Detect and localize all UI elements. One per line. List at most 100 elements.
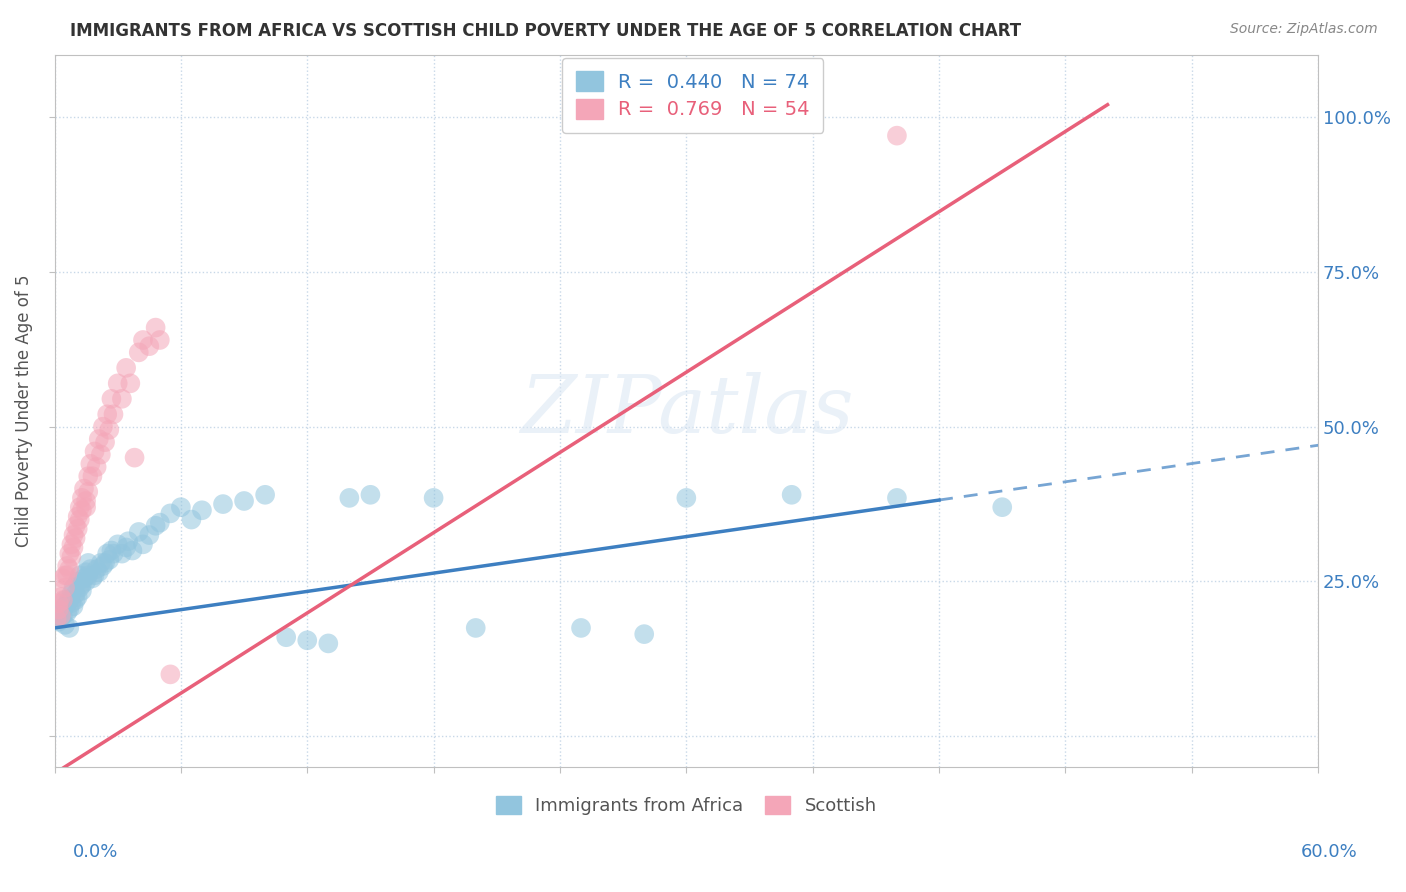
Point	[82, 571, 104, 585]
Point	[170, 500, 193, 515]
Point	[58, 593, 80, 607]
Point	[52, 593, 75, 607]
Point	[58, 547, 80, 561]
Point	[70, 503, 93, 517]
Point	[70, 491, 93, 505]
Point	[337, 491, 360, 505]
Point	[115, 360, 138, 375]
Point	[87, 432, 110, 446]
Point	[45, 612, 67, 626]
Point	[66, 509, 89, 524]
Point	[128, 524, 150, 539]
Point	[66, 574, 89, 589]
Point	[69, 512, 91, 526]
Point	[56, 596, 79, 610]
Point	[62, 541, 84, 555]
Point	[66, 522, 89, 536]
Point	[94, 435, 117, 450]
Point	[62, 528, 84, 542]
Point	[45, 606, 67, 620]
Point	[53, 617, 76, 632]
Point	[100, 392, 122, 406]
Point	[91, 559, 114, 574]
Point	[107, 537, 129, 551]
Point	[886, 128, 908, 143]
Point	[53, 581, 76, 595]
Point	[145, 518, 167, 533]
Point	[58, 602, 80, 616]
Point	[60, 587, 83, 601]
Point	[780, 488, 803, 502]
Point	[120, 376, 142, 391]
Point	[124, 450, 146, 465]
Point	[98, 553, 121, 567]
Point	[49, 612, 72, 626]
Point	[53, 599, 76, 614]
Point	[111, 547, 134, 561]
Text: IMMIGRANTS FROM AFRICA VS SCOTTISH CHILD POVERTY UNDER THE AGE OF 5 CORRELATION : IMMIGRANTS FROM AFRICA VS SCOTTISH CHILD…	[70, 22, 1021, 40]
Legend: Immigrants from Africa, Scottish: Immigrants from Africa, Scottish	[485, 785, 887, 826]
Point	[96, 407, 118, 421]
Point	[79, 562, 101, 576]
Y-axis label: Child Poverty Under the Age of 5: Child Poverty Under the Age of 5	[15, 275, 32, 548]
Point	[77, 469, 100, 483]
Point	[128, 345, 150, 359]
Point	[75, 500, 97, 515]
Point	[87, 565, 110, 579]
Point	[886, 491, 908, 505]
Point	[73, 482, 96, 496]
Point	[69, 500, 91, 515]
Point	[117, 534, 139, 549]
Point	[65, 587, 87, 601]
Point	[138, 528, 160, 542]
Point	[49, 606, 72, 620]
Point	[83, 568, 105, 582]
Point	[79, 457, 101, 471]
Point	[75, 574, 97, 589]
Point	[60, 537, 83, 551]
Point	[48, 602, 70, 616]
Point	[52, 602, 75, 616]
Point	[58, 621, 80, 635]
Point	[991, 500, 1014, 515]
Point	[149, 333, 172, 347]
Point	[69, 581, 91, 595]
Point	[83, 444, 105, 458]
Point	[48, 596, 70, 610]
Point	[100, 543, 122, 558]
Point	[70, 577, 93, 591]
Point	[94, 556, 117, 570]
Point	[75, 494, 97, 508]
Point	[180, 512, 202, 526]
Point	[359, 488, 381, 502]
Point	[86, 459, 108, 474]
Point	[52, 608, 75, 623]
Point	[212, 497, 235, 511]
Point	[121, 543, 143, 558]
Point	[69, 568, 91, 582]
Text: 60.0%: 60.0%	[1301, 843, 1357, 861]
Point	[103, 547, 125, 561]
Point	[675, 491, 697, 505]
Point	[111, 392, 134, 406]
Point	[53, 593, 76, 607]
Point	[75, 565, 97, 579]
Point	[56, 568, 79, 582]
Point	[91, 419, 114, 434]
Text: Source: ZipAtlas.com: Source: ZipAtlas.com	[1230, 22, 1378, 37]
Point	[115, 541, 138, 555]
Point	[233, 494, 256, 508]
Point	[77, 556, 100, 570]
Point	[82, 469, 104, 483]
Point	[62, 581, 84, 595]
Point	[90, 556, 112, 570]
Point	[103, 407, 125, 421]
Point	[65, 531, 87, 545]
Point	[159, 667, 181, 681]
Point	[73, 571, 96, 585]
Point	[66, 590, 89, 604]
Point	[62, 599, 84, 614]
Point	[145, 320, 167, 334]
Point	[132, 333, 155, 347]
Point	[318, 636, 340, 650]
